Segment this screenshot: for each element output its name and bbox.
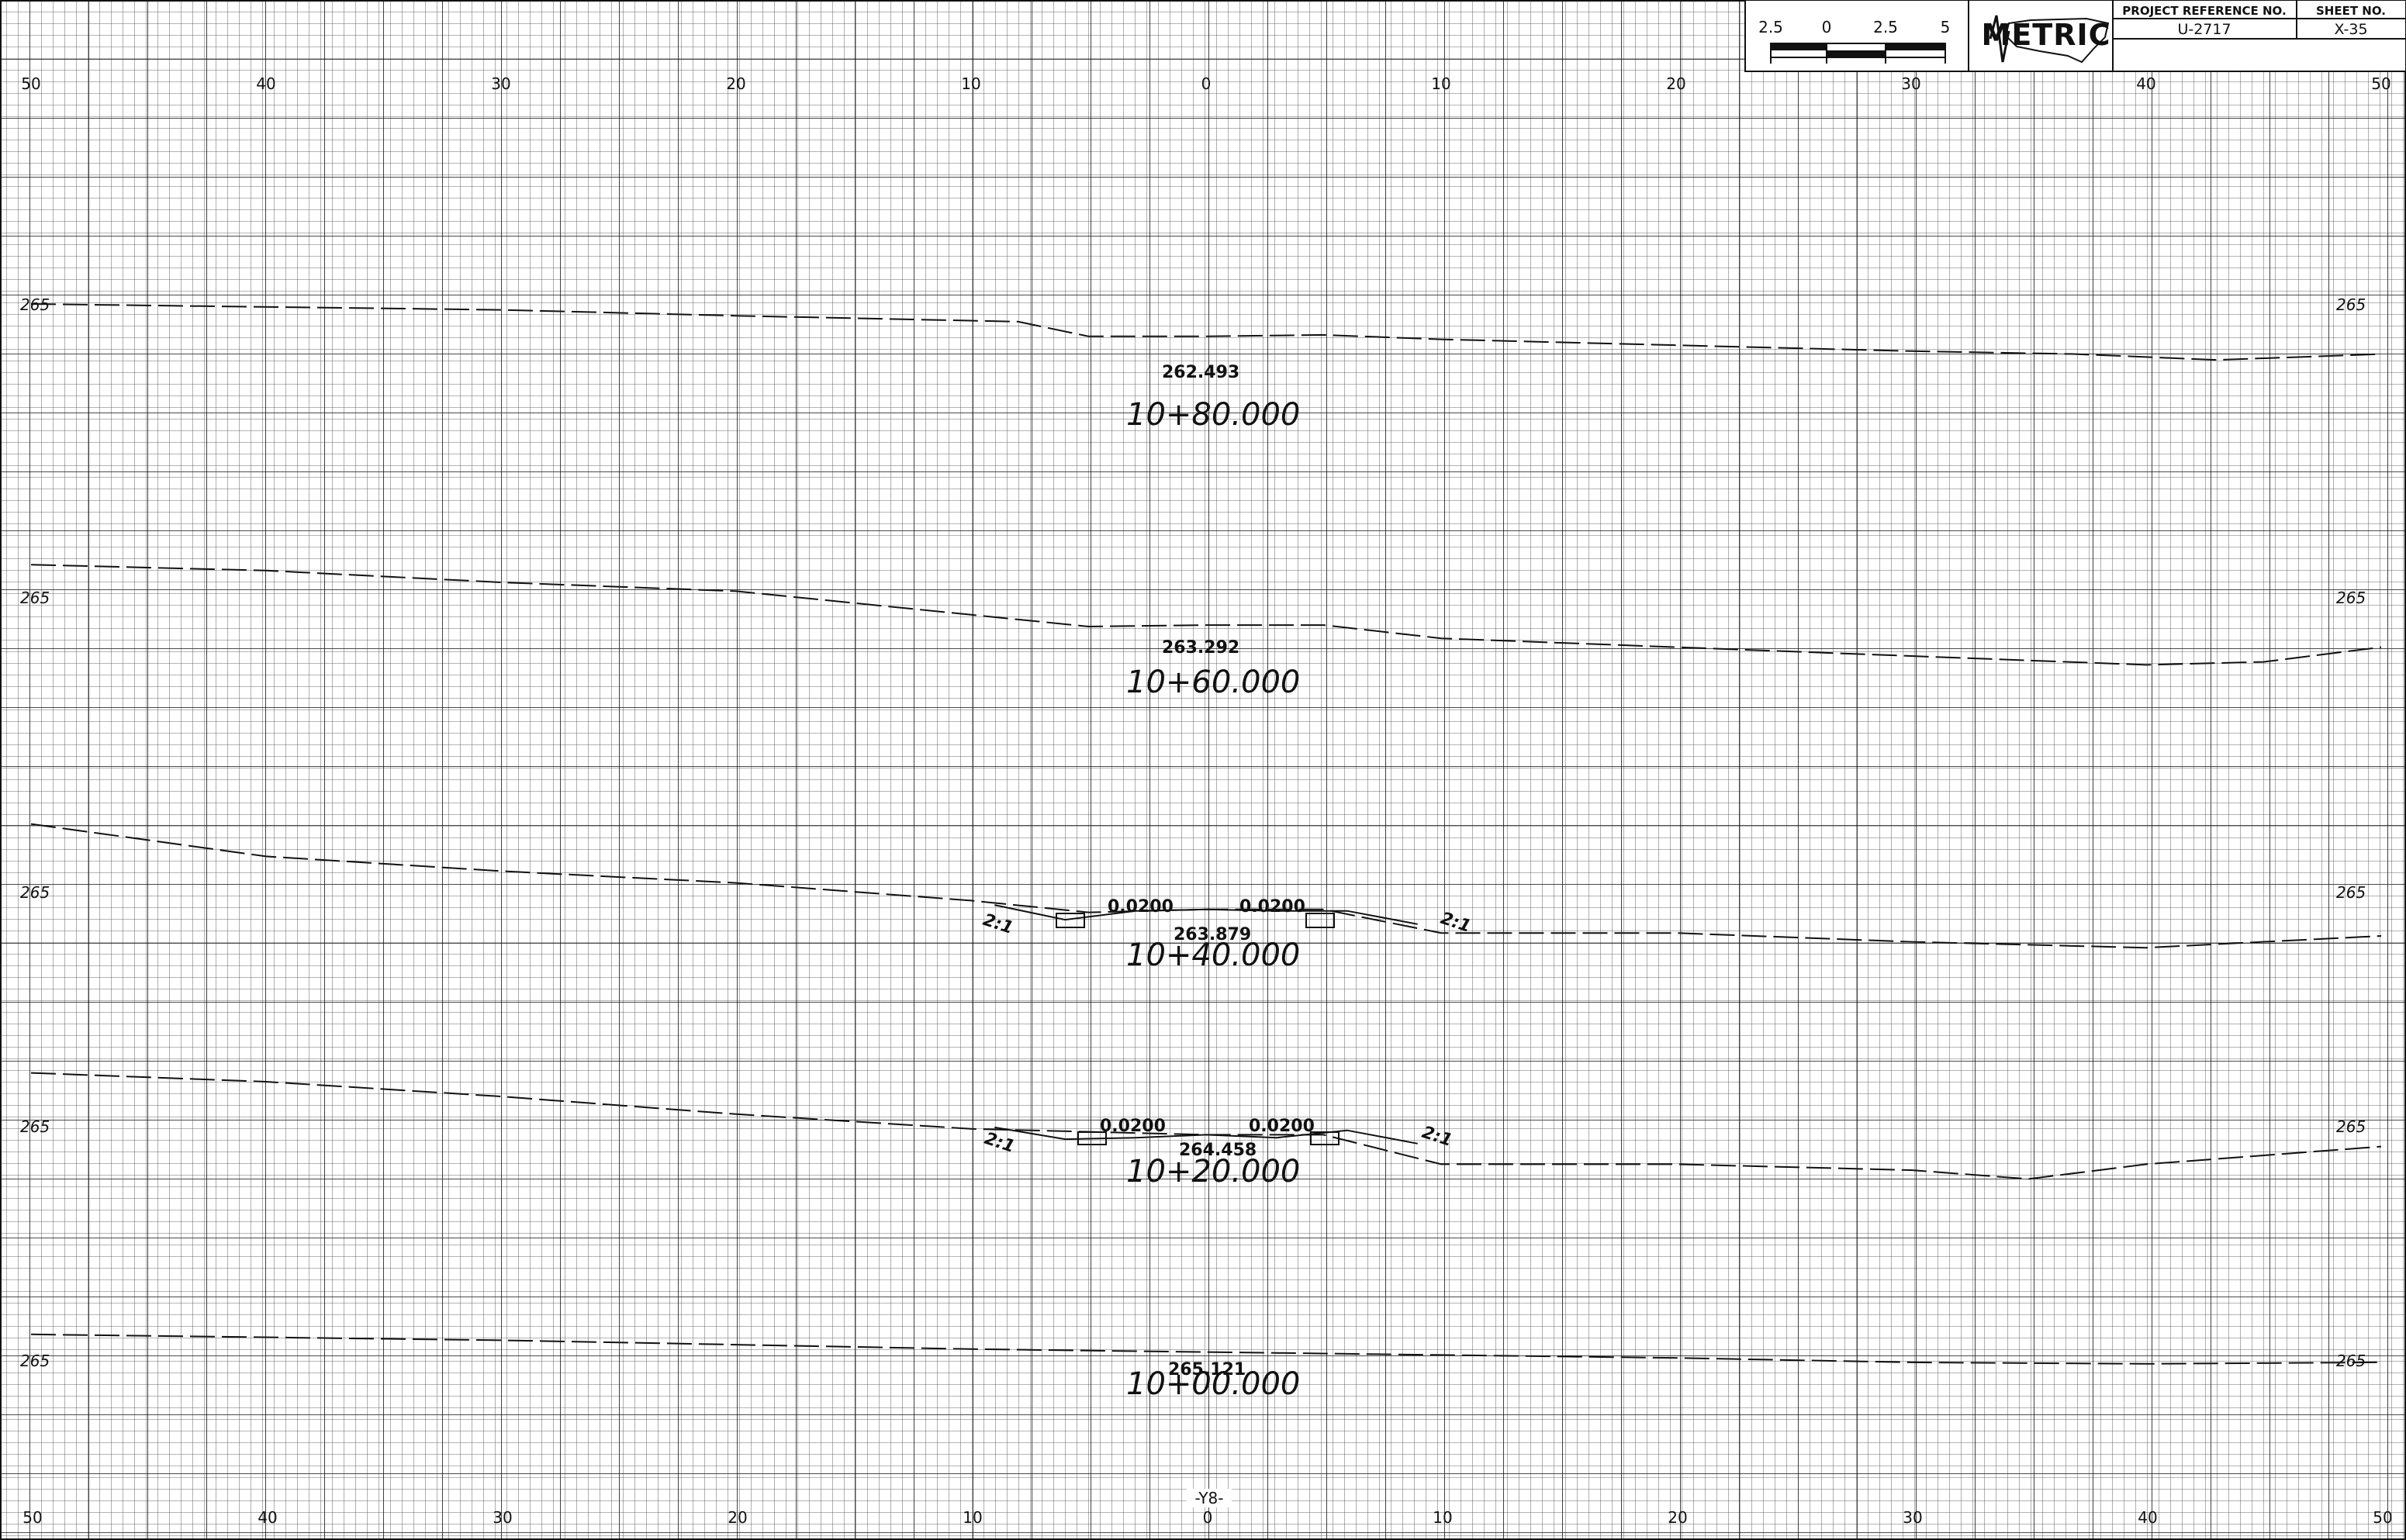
right-elevation-label: 265 <box>2336 883 2366 902</box>
scale-label: 5 <box>1941 18 1951 36</box>
scale-label: 2.5 <box>1873 18 1898 36</box>
right-curb <box>1310 1131 1340 1145</box>
grade-elevation-label: 264.458 <box>1179 1141 1257 1160</box>
bottom-axis-label: 20 <box>728 1508 747 1527</box>
left-elevation-label: 265 <box>20 295 50 314</box>
sheet-no-label: SHEET NO. <box>2316 4 2386 18</box>
right-elevation-label: 265 <box>2336 1352 2366 1370</box>
top-axis-label: 20 <box>726 74 745 93</box>
project-reference-value: U-2717 <box>2177 21 2231 38</box>
bottom-axis-label: 30 <box>493 1508 512 1527</box>
metric-logo-text: METRIC <box>1982 18 2111 52</box>
left-elevation-label: 265 <box>20 883 50 902</box>
project-reference-label: PROJECT REFERENCE NO. <box>2122 4 2286 18</box>
station-label: 10+60.000 <box>1126 665 1300 700</box>
design-template-line <box>994 904 1418 925</box>
bottom-axis-label: 10 <box>963 1508 982 1527</box>
section-10-40: 0.0200 0.0200 2:1 2:1 263.879 10+40.000 … <box>20 823 2382 973</box>
ground-profile-line <box>30 564 2382 666</box>
project-info-table: PROJECT REFERENCE NO. SHEET NO. U-2717 X… <box>2112 0 2406 72</box>
bottom-axis-label: 0 <box>1203 1508 1213 1527</box>
left-curb <box>1056 913 1085 928</box>
bottom-offset-axis: 50 40 30 20 10 0 10 20 30 40 50 -Y8- <box>22 1489 2393 1527</box>
cross-slope-label-right: 0.0200 <box>1249 1117 1315 1136</box>
grade-elevation-label: 262.493 <box>1162 363 1239 382</box>
station-label: 10+40.000 <box>1126 937 1300 973</box>
design-template-line <box>994 1126 1418 1145</box>
top-axis-label: 10 <box>961 74 980 93</box>
right-elevation-label: 265 <box>2336 295 2366 314</box>
top-axis-label: 40 <box>256 74 275 93</box>
top-axis-label: 50 <box>2371 74 2390 93</box>
alignment-label: -Y8- <box>1194 1489 1223 1507</box>
left-curb <box>1077 1131 1107 1145</box>
right-elevation-label: 265 <box>2336 589 2366 607</box>
left-elevation-label: 265 <box>20 589 50 607</box>
left-elevation-label: 265 <box>20 1117 50 1136</box>
ground-profile-line <box>30 1333 2382 1365</box>
scale-bar: 2.5 0 2.5 5 <box>1758 18 1950 64</box>
sheet-no-value: X-35 <box>2334 21 2367 38</box>
station-label: 10+20.000 <box>1126 1154 1300 1190</box>
station-label: 10+00.000 <box>1126 1366 1300 1402</box>
grade-elevation-label: 265.121 <box>1168 1360 1246 1379</box>
top-axis-label: 30 <box>1901 74 1920 93</box>
left-elevation-label: 265 <box>20 1352 50 1370</box>
metric-logo: METRIC <box>1968 0 2114 72</box>
scale-label: 2.5 <box>1758 18 1783 36</box>
ground-profile-line <box>30 1072 2382 1180</box>
grade-elevation-label: 263.879 <box>1174 925 1251 944</box>
scale-label: 0 <box>1822 18 1832 36</box>
cross-slope-label-right: 0.0200 <box>1239 897 1305 917</box>
bottom-axis-label: 50 <box>2373 1508 2392 1527</box>
top-axis-label: 50 <box>21 74 40 93</box>
grade-elevation-label: 263.292 <box>1162 638 1239 658</box>
right-elevation-label: 265 <box>2336 1117 2366 1136</box>
station-label: 10+80.000 <box>1126 397 1300 433</box>
bottom-axis-label: 30 <box>1903 1508 1922 1527</box>
bottom-axis-label: 10 <box>1433 1508 1452 1527</box>
bottom-axis-label: 20 <box>1668 1508 1687 1527</box>
top-axis-label: 40 <box>2136 74 2155 93</box>
top-offset-axis: 50 40 30 20 10 0 10 20 30 40 50 <box>21 74 2390 93</box>
section-10-60: 263.292 10+60.000 265 265 <box>20 564 2382 700</box>
section-10-80: 262.493 10+80.000 265 265 <box>20 295 2382 433</box>
top-axis-label: 20 <box>1666 74 1685 93</box>
section-10-00: 265.121 10+00.000 265 265 <box>20 1333 2382 1402</box>
top-axis-label: 30 <box>491 74 510 93</box>
cross-slope-label-left: 0.0200 <box>1100 1117 1166 1136</box>
ground-profile-line <box>30 303 2382 361</box>
right-curb <box>1305 913 1335 928</box>
title-block: 2.5 0 2.5 5 METRIC PROJECT REFERENCE NO. <box>1744 0 2406 72</box>
cross-slope-label-left: 0.0200 <box>1108 897 1174 917</box>
top-axis-label: 0 <box>1201 74 1212 93</box>
bottom-axis-label: 50 <box>22 1508 42 1527</box>
top-axis-label: 10 <box>1431 74 1450 93</box>
bottom-axis-label: 40 <box>2138 1508 2157 1527</box>
bottom-axis-label: 40 <box>258 1508 277 1527</box>
north-carolina-state-icon <box>2004 17 2110 64</box>
